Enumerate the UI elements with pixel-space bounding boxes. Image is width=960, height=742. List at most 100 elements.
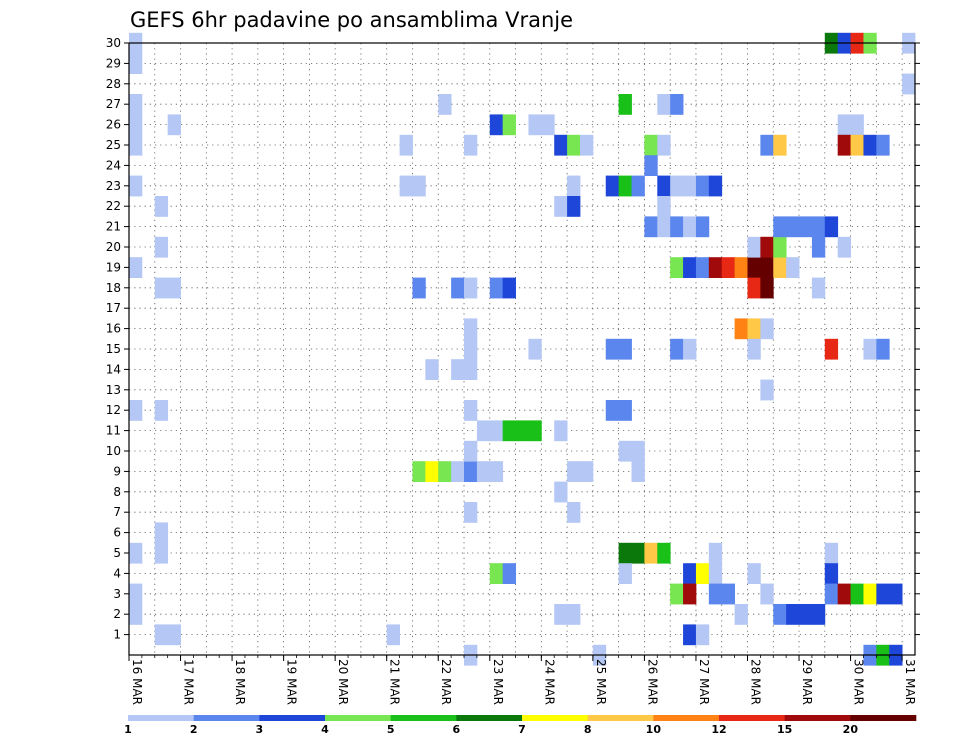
x-tick-label: 28 MAR xyxy=(748,659,762,705)
precip-cell xyxy=(502,114,516,136)
precip-cell xyxy=(129,542,143,564)
precip-cell xyxy=(747,318,761,340)
precip-cell xyxy=(425,359,439,380)
precip-cell xyxy=(670,257,684,278)
precip-cell xyxy=(464,318,478,340)
precip-cell xyxy=(683,338,697,360)
precip-cell xyxy=(528,114,542,136)
precip-cell xyxy=(683,624,697,646)
legend-label: 15 xyxy=(777,723,792,736)
legend-swatch xyxy=(390,715,457,721)
legend-label: 3 xyxy=(256,723,264,736)
x-tick-label: 18 MAR xyxy=(233,659,247,705)
precip-cell xyxy=(734,604,748,625)
precip-cell xyxy=(670,338,684,360)
precip-cell xyxy=(850,583,864,605)
legend-swatch xyxy=(128,715,194,721)
precip-cell xyxy=(129,53,143,74)
precip-cell xyxy=(773,604,787,625)
y-tick-label: 13 xyxy=(106,383,121,397)
precip-cell xyxy=(464,461,478,482)
precip-cell xyxy=(876,134,890,156)
precip-cell xyxy=(824,216,839,238)
precip-cell xyxy=(476,461,491,482)
precip-cell xyxy=(657,134,671,156)
precip-cell xyxy=(695,257,710,278)
precip-cell xyxy=(657,216,671,238)
precip-cell xyxy=(605,400,620,421)
precip-cell xyxy=(464,440,478,462)
precip-cell xyxy=(773,257,787,278)
precip-cell xyxy=(129,604,143,625)
precip-cell xyxy=(399,175,413,197)
precip-cell xyxy=(747,563,761,584)
precip-cell xyxy=(747,277,761,299)
precip-cell xyxy=(399,134,413,156)
x-tick-label: 20 MAR xyxy=(336,659,350,705)
precip-cell xyxy=(683,216,697,238)
precip-cell xyxy=(438,461,452,482)
precip-cell xyxy=(683,175,697,197)
precip-cell xyxy=(644,216,658,238)
y-tick-label: 30 xyxy=(106,36,121,50)
precip-cell xyxy=(502,277,516,299)
y-tick-label: 19 xyxy=(106,260,121,274)
precip-cell xyxy=(837,134,851,156)
precip-cell xyxy=(824,338,839,360)
precip-cell xyxy=(154,277,169,299)
legend-swatch xyxy=(719,715,785,721)
precip-cell xyxy=(631,440,645,462)
precip-cell xyxy=(760,379,774,401)
precip-cell xyxy=(786,216,800,238)
precip-cell xyxy=(464,338,478,360)
precip-cell xyxy=(618,440,632,462)
precip-cell xyxy=(425,461,439,482)
precip-cell xyxy=(154,624,169,646)
precip-cell xyxy=(515,420,529,442)
precip-cell xyxy=(708,257,723,278)
y-tick-label: 10 xyxy=(106,444,121,458)
legend-label: 1 xyxy=(124,723,132,736)
legend-swatch xyxy=(259,715,326,721)
precip-cell xyxy=(670,94,684,115)
precip-cell xyxy=(554,481,568,503)
precip-cell xyxy=(657,542,671,564)
precip-cell xyxy=(129,257,143,278)
precip-cell xyxy=(489,461,504,482)
precip-cell xyxy=(451,461,465,482)
y-tick-label: 4 xyxy=(113,566,121,580)
precip-cell xyxy=(489,277,504,299)
precip-cell xyxy=(657,175,671,197)
legend-label: 6 xyxy=(453,723,461,736)
precip-cell xyxy=(167,114,181,136)
precip-cell xyxy=(154,196,169,217)
precip-cell xyxy=(618,338,632,360)
precip-cell xyxy=(683,583,697,605)
precip-cell xyxy=(618,563,632,584)
precip-cell xyxy=(154,400,169,421)
precip-cell xyxy=(554,196,568,217)
y-tick-label: 17 xyxy=(106,301,121,315)
x-tick-label: 25 MAR xyxy=(594,659,608,705)
precip-cell xyxy=(811,277,826,299)
y-tick-label: 23 xyxy=(106,179,121,193)
precip-cell xyxy=(489,420,504,442)
precip-cell xyxy=(657,196,671,217)
precip-cell xyxy=(154,542,169,564)
precip-cell xyxy=(837,583,851,605)
legend-swatch xyxy=(587,715,654,721)
x-tick-label: 19 MAR xyxy=(285,659,299,705)
precip-cell xyxy=(567,461,581,482)
precip-cell xyxy=(683,563,697,584)
y-tick-label: 8 xyxy=(113,485,121,499)
precip-cell xyxy=(618,400,632,421)
precip-cell xyxy=(618,542,632,564)
precip-cell xyxy=(811,236,826,258)
precip-cell xyxy=(837,114,851,136)
precip-cell xyxy=(412,175,426,197)
precip-cell xyxy=(799,216,813,238)
precip-cell xyxy=(811,604,826,625)
y-tick-label: 16 xyxy=(106,322,121,336)
precip-cell xyxy=(386,624,400,646)
